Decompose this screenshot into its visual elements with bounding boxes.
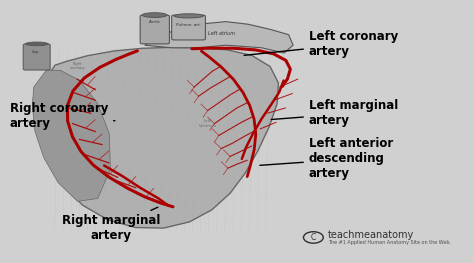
- Ellipse shape: [26, 42, 48, 46]
- Ellipse shape: [174, 14, 203, 18]
- Ellipse shape: [142, 13, 167, 17]
- Text: Aortic: Aortic: [148, 20, 161, 24]
- Text: Right
coronary: Right coronary: [69, 62, 85, 70]
- Text: Right coronary
artery: Right coronary artery: [9, 102, 115, 130]
- Text: Left
Ventricle: Left Ventricle: [199, 119, 217, 128]
- FancyBboxPatch shape: [23, 44, 50, 70]
- FancyBboxPatch shape: [172, 15, 205, 40]
- Text: Left anterior
descending
artery: Left anterior descending artery: [260, 138, 393, 180]
- Text: teachmeanatomy: teachmeanatomy: [328, 230, 414, 240]
- Text: Pulmon. art.: Pulmon. art.: [176, 23, 201, 27]
- Text: The #1 Applied Human Anatomy Site on the Web.: The #1 Applied Human Anatomy Site on the…: [328, 240, 451, 245]
- Text: Left atrium: Left atrium: [208, 31, 235, 36]
- Polygon shape: [32, 70, 110, 201]
- Polygon shape: [145, 22, 293, 53]
- Text: Left coronary
artery: Left coronary artery: [244, 30, 398, 58]
- Text: Sup.: Sup.: [32, 50, 41, 54]
- Polygon shape: [34, 47, 278, 228]
- Text: Left marginal
artery: Left marginal artery: [271, 99, 398, 127]
- Text: Right marginal
artery: Right marginal artery: [62, 207, 160, 242]
- FancyBboxPatch shape: [140, 15, 169, 44]
- Text: C: C: [311, 233, 316, 242]
